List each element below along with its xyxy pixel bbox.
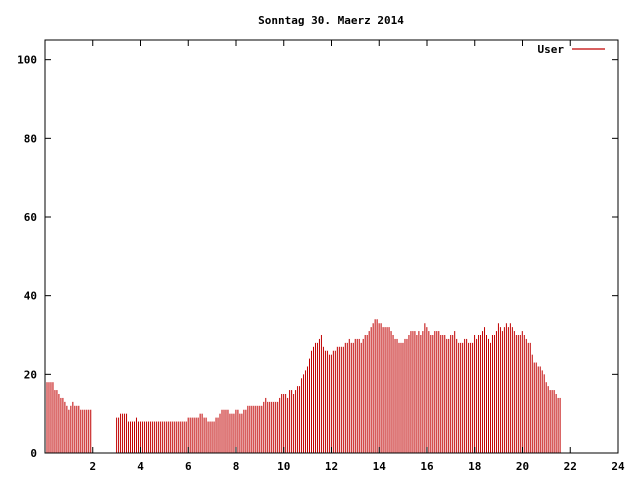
- y-tick-label: 0: [30, 447, 37, 460]
- x-tick-label: 4: [137, 460, 144, 473]
- x-tick-label: 10: [277, 460, 290, 473]
- y-tick-label: 100: [17, 54, 37, 67]
- y-tick-label: 20: [24, 368, 37, 381]
- chart-title: Sonntag 30. Maerz 2014: [258, 14, 404, 27]
- y-tick-label: 80: [24, 132, 37, 145]
- x-tick-label: 14: [373, 460, 387, 473]
- x-axis: 2 4 6 8 10 12 14 16 18 20 22 24: [89, 40, 625, 473]
- bar-series-user: [44, 319, 561, 453]
- y-tick-label: 60: [24, 211, 37, 224]
- x-tick-label: 8: [233, 460, 240, 473]
- x-tick-label: 6: [185, 460, 192, 473]
- y-axis: 0 20 40 60 80 100: [17, 54, 618, 460]
- x-tick-label: 20: [516, 460, 529, 473]
- y-tick-label: 40: [24, 290, 37, 303]
- x-tick-label: 16: [420, 460, 434, 473]
- legend-label-user: User: [538, 43, 565, 56]
- x-tick-label: 22: [564, 460, 577, 473]
- x-tick-label: 18: [468, 460, 481, 473]
- x-tick-label: 2: [89, 460, 96, 473]
- legend: User: [538, 43, 605, 56]
- x-tick-label: 12: [325, 460, 338, 473]
- x-tick-label: 24: [611, 460, 625, 473]
